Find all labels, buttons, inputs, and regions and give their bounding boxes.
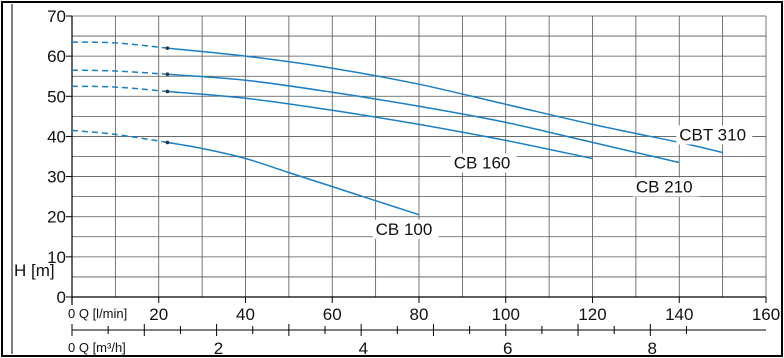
y-tick-label: 60 xyxy=(47,47,66,66)
curve-cb-160 xyxy=(167,90,593,160)
y-tick-label: 40 xyxy=(47,127,66,146)
y-axis-label: H [m] xyxy=(14,261,55,280)
x-tick-label: 120 xyxy=(578,305,606,324)
y-tick-label: 0 xyxy=(57,288,66,307)
curve-start-dot xyxy=(165,89,170,94)
y-tick-label: 20 xyxy=(47,208,66,227)
y-tick-label: 10 xyxy=(47,248,66,267)
x-tick-label: 140 xyxy=(665,305,693,324)
curve-dashed-cb-100 xyxy=(71,129,168,144)
curve-start-dot xyxy=(165,72,170,77)
x-tick-label: 60 xyxy=(323,305,342,324)
x2-tick-label: 8 xyxy=(647,339,656,358)
curve-dashed-cbt-310 xyxy=(71,41,168,49)
x-axis-label-lmin: 0 Q [l/min] xyxy=(68,306,127,321)
curve-dashed-cb-160 xyxy=(71,85,168,93)
series-label-cb-210: CB 210 xyxy=(636,178,693,197)
curve-cb-210 xyxy=(167,73,680,164)
y-tick-label: 50 xyxy=(47,87,66,106)
axes: 0 10 20 30 40 50 60 70 20 40 60 80 100 120 140 160 2 4 6 8 xyxy=(47,7,780,358)
y-tick-label: 30 xyxy=(47,168,66,187)
series-label-cb-100: CB 100 xyxy=(376,220,433,239)
series-label-cb-160: CB 160 xyxy=(454,154,511,173)
x-tick-label: 20 xyxy=(149,305,168,324)
series-label-cbt-310: CBT 310 xyxy=(679,125,746,144)
x-tick-label: 160 xyxy=(752,305,780,324)
curve-start-dot xyxy=(165,46,170,50)
curve-cbt-310 xyxy=(167,47,723,154)
y-tick-label: 70 xyxy=(47,7,66,26)
x2-tick-label: 6 xyxy=(503,339,512,358)
curve-dashed-cb-210 xyxy=(71,69,168,75)
curve-cb-100 xyxy=(167,141,420,216)
label-bg-cbt-310 xyxy=(676,125,753,145)
grid xyxy=(71,15,767,298)
x-tick-label: 100 xyxy=(492,305,520,324)
x-tick-label: 80 xyxy=(410,305,429,324)
x2-tick-label: 2 xyxy=(214,339,223,358)
x-axis-label-m3h: 0 Q [m³/h] xyxy=(68,340,126,355)
x-tick-label: 40 xyxy=(236,305,255,324)
curve-start-dot xyxy=(165,140,170,145)
series-group xyxy=(71,41,723,216)
label-group: CBT 310 CB 210 CB 160 CB 100 xyxy=(372,125,753,239)
label-bg-cb-100 xyxy=(372,219,439,239)
label-bg-cb-160 xyxy=(450,153,517,173)
label-bg-cb-210 xyxy=(632,177,699,197)
x2-tick-label: 4 xyxy=(359,339,368,358)
